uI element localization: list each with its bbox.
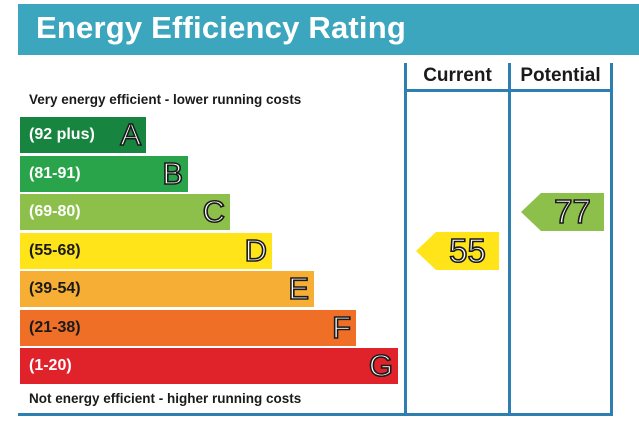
band-range-label: (81-91)	[29, 164, 81, 182]
band-letter: D	[244, 232, 268, 269]
band-a: (92 plus) A	[20, 116, 146, 153]
current-rating-arrow: 55	[416, 231, 499, 270]
band-letter: B	[162, 155, 184, 192]
band-range-label: (55-68)	[29, 241, 81, 259]
page-title: Energy Efficiency Rating	[36, 10, 407, 45]
column-header-potential: Potential	[520, 65, 601, 86]
header-banner: Energy Efficiency Rating	[18, 4, 639, 55]
potential-rating-arrow: 77	[521, 192, 604, 231]
potential-rating-value: 77	[553, 192, 591, 231]
band-c: (69-80) C	[20, 193, 230, 230]
frame-bottom-rule	[18, 413, 613, 416]
band-range-label: (39-54)	[29, 280, 81, 297]
band-d: (55-68) D	[20, 232, 272, 269]
divider-left	[404, 63, 407, 416]
column-header-current: Current	[423, 65, 492, 86]
arrow-shape	[416, 231, 499, 270]
band-range-label: (21-38)	[29, 318, 81, 336]
band-range-label: (1-20)	[29, 357, 72, 374]
band-b: (81-91) B	[20, 155, 188, 192]
band-g: (1-20) G	[20, 347, 398, 384]
current-rating-value: 55	[448, 231, 486, 270]
band-e: (39-54) E	[20, 270, 314, 307]
top-caption: Very energy efficient - lower running co…	[29, 92, 302, 107]
band-range-label: (69-80)	[29, 203, 81, 220]
band-f: (21-38) F	[20, 309, 356, 346]
arrow-shape	[521, 193, 604, 231]
divider-right	[610, 63, 613, 416]
band-letter: C	[202, 193, 226, 230]
divider-middle	[508, 63, 511, 416]
bottom-caption: Not energy efficient - higher running co…	[29, 391, 302, 406]
band-letter: A	[120, 116, 142, 153]
band-letter: F	[331, 309, 352, 346]
band-range-label: (92 plus)	[29, 126, 95, 143]
band-letter: E	[288, 270, 310, 307]
band-letter: G	[368, 347, 394, 384]
